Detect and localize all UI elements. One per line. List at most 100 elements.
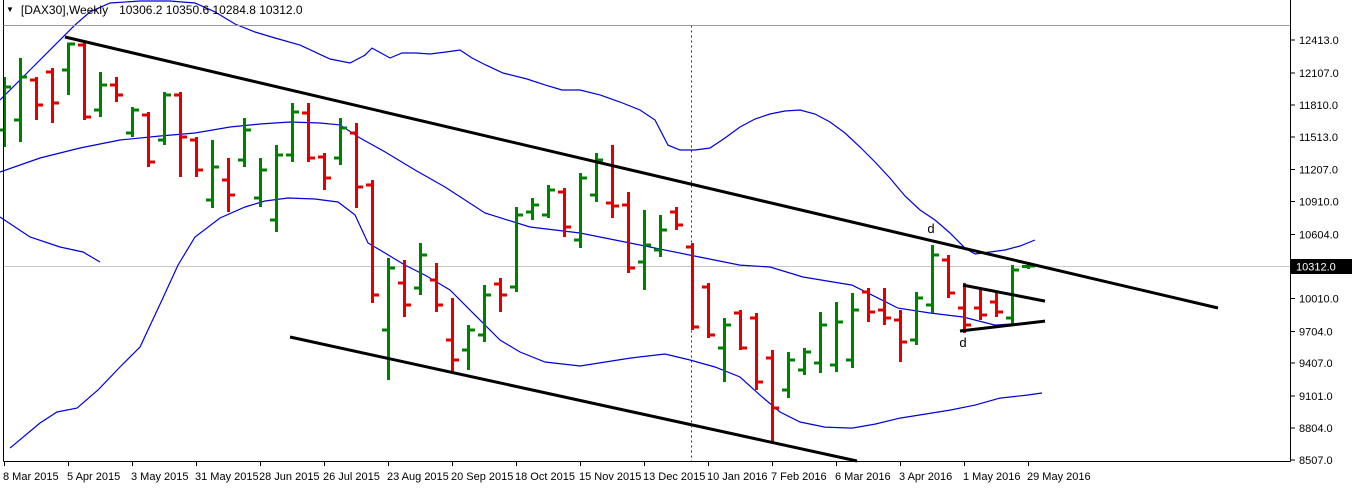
- text-annotation-d[interactable]: d: [927, 221, 934, 236]
- bar-range: [979, 288, 982, 320]
- ohlc-bar-up: [14, 58, 27, 143]
- close-tick: [198, 168, 203, 172]
- ohlc-bar-down: [942, 254, 955, 298]
- close-tick: [678, 223, 683, 227]
- time-tick-label: 23 Aug 2015: [387, 471, 449, 483]
- bar-range: [83, 41, 86, 120]
- bar-range: [419, 243, 422, 295]
- price-tick-label: 11207.0: [1299, 165, 1338, 177]
- open-tick: [206, 198, 211, 202]
- open-tick: [1006, 316, 1011, 320]
- time-tick-label: 6 Mar 2016: [835, 471, 891, 483]
- ohlc-bar-up: [846, 293, 859, 369]
- close-tick: [214, 165, 219, 169]
- ohlc-bar-up: [238, 118, 251, 167]
- close-tick: [790, 358, 795, 362]
- ohlc-bar-up: [638, 210, 651, 290]
- trendline-channel-lower[interactable]: [289, 335, 858, 463]
- ohlc-bar-up: [62, 42, 75, 95]
- open-tick: [926, 303, 931, 307]
- close-tick: [438, 303, 443, 307]
- open-tick: [478, 333, 483, 337]
- time-tick-label: 26 Jul 2015: [323, 471, 380, 483]
- open-tick: [990, 300, 995, 304]
- ohlc-bar-up: [94, 72, 107, 117]
- price-tick-label: 9101.0: [1299, 391, 1333, 403]
- text-annotation-d[interactable]: d: [959, 335, 966, 350]
- open-tick: [382, 328, 387, 332]
- time-tick-label: 10 Jan 2016: [707, 471, 768, 483]
- close-tick: [934, 253, 939, 257]
- ohlc-bar-down: [190, 137, 203, 177]
- price-tag-box: [1291, 259, 1352, 274]
- close-tick: [230, 193, 235, 197]
- open-tick: [254, 196, 259, 200]
- bar-range: [403, 260, 406, 317]
- open-tick: [734, 311, 739, 315]
- open-tick: [0, 128, 3, 132]
- bar-range: [387, 258, 390, 380]
- close-tick: [886, 316, 891, 320]
- ohlc-bar-up: [286, 103, 299, 162]
- close-tick: [726, 323, 731, 327]
- ohlc-bar-up: [830, 302, 843, 372]
- trendline-channel-upper[interactable]: [64, 35, 1219, 310]
- ohlc-bar-down: [670, 207, 683, 230]
- open-tick: [110, 83, 115, 87]
- bar-range: [531, 198, 534, 220]
- open-tick: [958, 306, 963, 310]
- ohlc-bar-up: [798, 348, 811, 376]
- bar-range: [803, 348, 806, 376]
- symbol-dropdown-icon[interactable]: ▼: [6, 5, 14, 14]
- bar-range: [147, 112, 150, 167]
- open-tick: [302, 111, 307, 115]
- price-tick-label: 10604.0: [1299, 230, 1339, 242]
- open-tick: [334, 156, 339, 160]
- ohlc-bar-up: [270, 144, 283, 232]
- ohlc-bar-up: [206, 140, 219, 208]
- close-tick: [630, 266, 635, 270]
- price-tick-label: 8507.0: [1299, 455, 1333, 467]
- close-tick: [150, 160, 155, 164]
- ohlc-bar-up: [0, 77, 11, 147]
- price-axis-labels[interactable]: 12413.0 12107.0 11810.0 11513.0 11207.0 10910…: [1290, 35, 1339, 467]
- close-tick: [854, 308, 859, 312]
- close-tick: [774, 406, 779, 410]
- ohlc-bar-up: [158, 92, 171, 145]
- open-tick: [798, 368, 803, 372]
- bar-range: [595, 153, 598, 202]
- close-tick: [982, 313, 987, 317]
- open-tick: [318, 155, 323, 159]
- open-tick: [174, 93, 179, 97]
- bar-range: [211, 140, 214, 208]
- bar-range: [547, 184, 550, 218]
- open-tick: [702, 285, 707, 289]
- bar-range: [467, 325, 470, 370]
- close-tick: [550, 188, 555, 192]
- close-tick: [902, 340, 907, 344]
- bar-range: [291, 103, 294, 162]
- indicator-band-middle: [0, 121, 1043, 326]
- open-tick: [366, 183, 371, 187]
- ohlc-bar-up: [654, 214, 667, 257]
- ohlc-bar-up: [254, 158, 267, 207]
- trendline-pennant-lower[interactable]: [959, 319, 1046, 333]
- open-tick: [894, 318, 899, 322]
- ohlc-bar-down: [78, 41, 91, 120]
- close-tick: [342, 126, 347, 130]
- trendline-pennant-upper[interactable]: [962, 283, 1046, 303]
- close-tick: [6, 85, 11, 89]
- ohlc-bar-up: [126, 107, 139, 137]
- time-axis-labels[interactable]: 8 Mar 2015 5 Apr 2015 3 May 2015 31 May 201…: [3, 461, 1091, 484]
- open-tick: [510, 285, 515, 289]
- close-tick: [294, 110, 299, 114]
- close-tick: [358, 185, 363, 189]
- bar-range: [1027, 261, 1030, 269]
- bar-range: [323, 153, 326, 190]
- ohlc-bar-down: [702, 283, 715, 339]
- open-tick: [814, 361, 819, 365]
- close-tick: [262, 168, 267, 172]
- ohlc-bar-up: [574, 173, 587, 248]
- bar-range: [67, 42, 70, 95]
